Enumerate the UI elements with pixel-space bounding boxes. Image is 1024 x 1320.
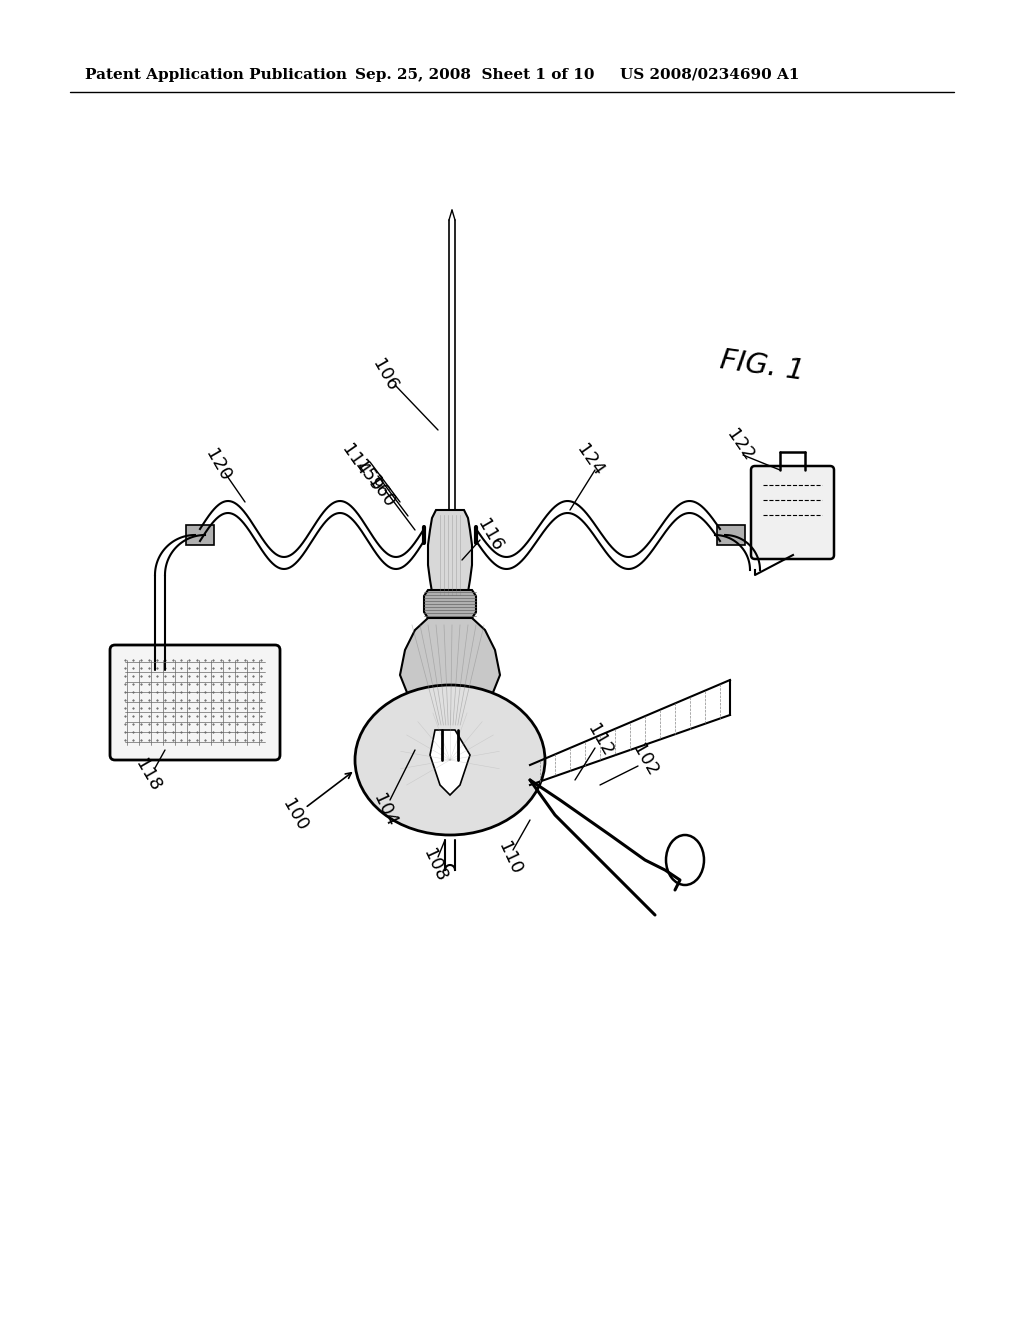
Text: Sep. 25, 2008  Sheet 1 of 10: Sep. 25, 2008 Sheet 1 of 10 [355,69,595,82]
FancyBboxPatch shape [751,466,834,558]
Text: 122: 122 [723,426,757,465]
Text: 114: 114 [338,441,372,479]
Ellipse shape [355,685,545,836]
Text: 159: 159 [351,457,385,495]
Ellipse shape [666,836,705,884]
Text: 110: 110 [495,838,525,878]
Text: 120: 120 [202,446,234,484]
Text: 104: 104 [370,791,400,829]
Bar [717,525,745,545]
Text: US 2008/0234690 A1: US 2008/0234690 A1 [620,69,800,82]
Text: 118: 118 [132,756,164,795]
Text: FIG. 1: FIG. 1 [718,346,806,385]
Text: 160: 160 [364,473,398,511]
Polygon shape [424,590,476,618]
Text: 100: 100 [279,796,311,834]
Text: 108: 108 [420,846,451,884]
Text: 124: 124 [572,441,607,479]
Text: 106: 106 [369,356,401,395]
FancyBboxPatch shape [110,645,280,760]
Polygon shape [428,510,472,601]
Text: Patent Application Publication: Patent Application Publication [85,69,347,82]
Bar [186,525,214,545]
Text: 112: 112 [584,721,616,759]
Polygon shape [430,730,470,795]
Text: 102: 102 [629,741,662,779]
Polygon shape [400,618,500,730]
Text: 116: 116 [474,516,506,554]
